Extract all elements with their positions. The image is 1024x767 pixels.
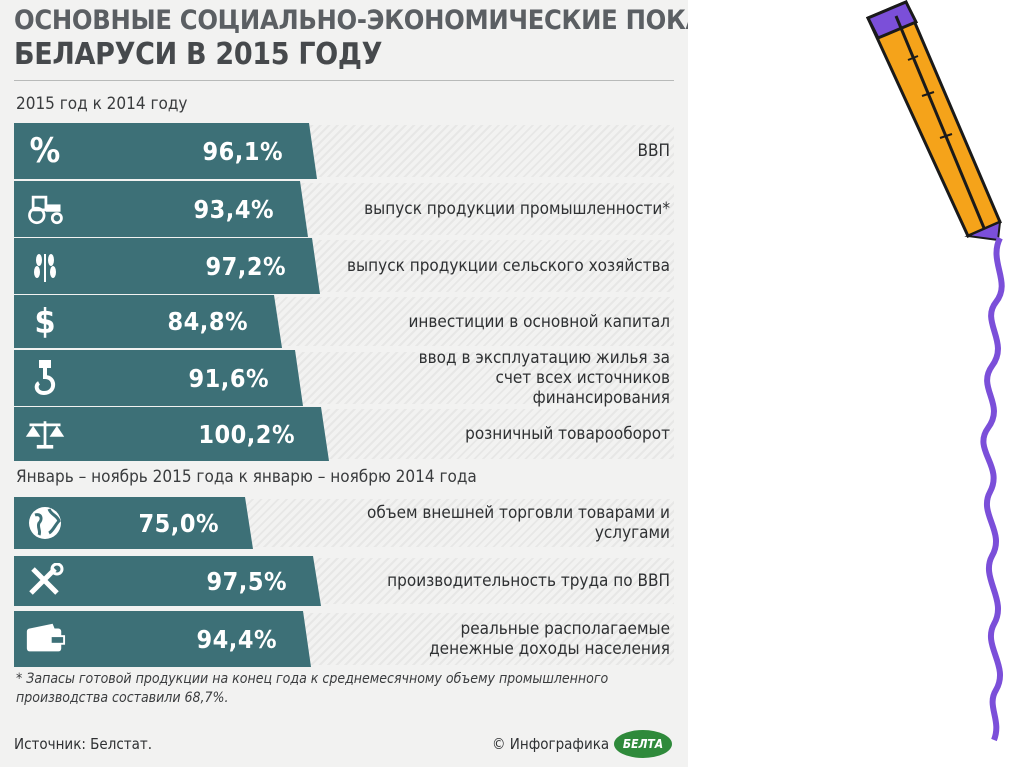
bar-value: 96,1% <box>202 136 283 166</box>
bar-row: 93,4% выпуск продукции промышленности* <box>0 181 688 237</box>
bar-value: 100,2% <box>198 419 295 449</box>
pencil-icon <box>865 0 1002 242</box>
bar-row: 97,2% выпуск продукции сельского хозяйств… <box>0 238 688 294</box>
bar-label: ВВП <box>637 141 671 161</box>
bar-label: розничный товарооборот <box>465 424 670 444</box>
bar: 94,4% <box>14 611 311 667</box>
dollar-icon: $ <box>34 301 56 342</box>
tools-icon <box>24 562 66 600</box>
wavy-line <box>980 236 1005 742</box>
title-divider <box>14 80 674 81</box>
section-heading-2: Январь – ноябрь 2015 года к январю – ноя… <box>16 467 477 487</box>
bar-row: 75,0% объем внешней торговли товарами и у… <box>0 497 688 549</box>
bar-label: производительность труда по ВВП <box>387 571 670 591</box>
bar: 97,5% <box>14 556 321 606</box>
bar-row: $84,8% инвестиции в основной капитал <box>0 295 688 348</box>
bar-label: ввод в эксплуатацию жилья за счет всех и… <box>418 348 670 408</box>
bar-label: инвестиции в основной капитал <box>408 311 670 332</box>
belta-logo: БЕЛТА <box>614 730 672 758</box>
globe-icon <box>24 504 66 542</box>
bar-label: выпуск продукции сельского хозяйства <box>347 256 670 276</box>
bar-value: 97,5% <box>206 566 287 596</box>
title-line-2: БЕЛАРУСИ В 2015 ГОДУ <box>14 37 383 72</box>
section-heading-1: 2015 год к 2014 году <box>16 94 188 114</box>
bar-label: объем внешней торговли товарами и услуга… <box>367 503 670 543</box>
bar-label: реальные располагаемые денежные доходы н… <box>429 619 670 659</box>
bar: 75,0% <box>14 497 253 549</box>
tractor-icon <box>24 190 66 228</box>
bar-value: 93,4% <box>193 194 274 224</box>
bar-value: 97,2% <box>205 251 286 281</box>
bar-row: 97,5% производительность труда по ВВП <box>0 556 688 606</box>
bar-row: % 96,1% ВВП <box>0 123 688 179</box>
bar: 93,4% <box>14 181 308 237</box>
infographic: ОСНОВНЫЕ СОЦИАЛЬНО-ЭКОНОМИЧЕСКИЕ ПОКАЗАТ… <box>0 0 688 767</box>
wallet-icon <box>24 620 66 658</box>
crane-hook-icon <box>24 359 66 397</box>
title-line-1: ОСНОВНЫЕ СОЦИАЛЬНО-ЭКОНОМИЧЕСКИЕ ПОКАЗАТ… <box>14 5 688 36</box>
copyright: © Инфографика <box>492 735 610 753</box>
bar-value: 75,0% <box>138 508 219 538</box>
bar-value: 84,8% <box>167 307 248 336</box>
bar: $84,8% <box>14 295 282 348</box>
bar-row: 91,6% ввод в эксплуатацию жилья за счет в… <box>0 348 688 408</box>
bar-value: 94,4% <box>196 624 277 654</box>
bar: 91,6% <box>14 350 303 406</box>
percent-icon: % <box>29 131 61 171</box>
bar-value: 91,6% <box>188 363 269 393</box>
pencil-decoration <box>865 0 1005 742</box>
scales-icon <box>24 415 66 453</box>
bar: 100,2% <box>14 407 329 461</box>
bar-label: выпуск продукции промышленности* <box>364 199 670 219</box>
bar-row: 94,4% реальные располагаемые денежные дох… <box>0 611 688 667</box>
wheat-icon <box>24 247 66 285</box>
bar: % 96,1% <box>14 123 317 179</box>
bar: 97,2% <box>14 238 320 294</box>
footnote: * Запасы готовой продукции на конец года… <box>16 671 609 706</box>
bar-row: 100,2% розничный товарооборот <box>0 407 688 461</box>
source: Источник: Белстат. <box>14 735 153 753</box>
